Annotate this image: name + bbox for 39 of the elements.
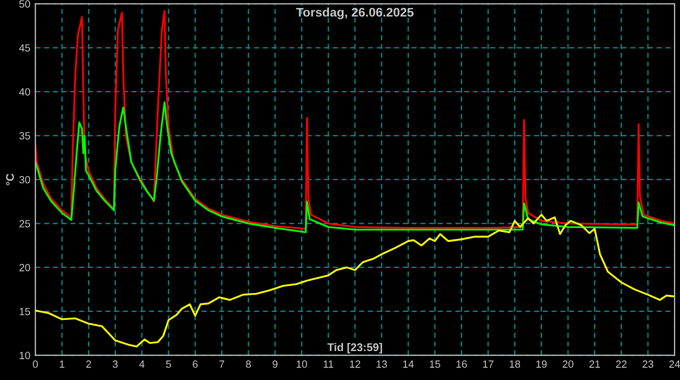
line-series bbox=[35, 101, 675, 234]
line-series bbox=[35, 10, 675, 230]
x-tick-label: 11 bbox=[324, 360, 334, 368]
x-tick-label: 10 bbox=[296, 360, 308, 368]
x-tick-label: 23 bbox=[642, 360, 654, 368]
x-tick-label: 19 bbox=[536, 360, 547, 368]
y-tick-label: 30 bbox=[19, 176, 30, 184]
x-tick-label: 4 bbox=[139, 360, 144, 368]
x-tick-label: 16 bbox=[456, 360, 467, 368]
x-tick-label: 21 bbox=[589, 360, 600, 368]
x-tick-label: 15 bbox=[430, 360, 440, 368]
x-tick-label: 5 bbox=[166, 360, 171, 368]
x-tick-label: 18 bbox=[510, 360, 520, 368]
y-tick-label: 20 bbox=[19, 264, 30, 272]
x-tick-label: 7 bbox=[219, 360, 224, 368]
x-tick-label: 20 bbox=[562, 360, 574, 368]
x-tick-label: 1 bbox=[60, 360, 64, 368]
x-tick-label: 24 bbox=[669, 360, 680, 368]
y-tick-label: 40 bbox=[19, 88, 30, 96]
x-tick-label: 14 bbox=[403, 360, 414, 368]
x-tick-label: 13 bbox=[376, 360, 387, 368]
x-tick-label: 0 bbox=[32, 360, 38, 368]
chart-title: Torsdag, 26.06.2025 bbox=[296, 8, 414, 20]
x-tick-label: 3 bbox=[112, 360, 118, 368]
x-tick-label: 9 bbox=[272, 360, 278, 368]
x-axis-title: Tid [23:59] bbox=[327, 342, 382, 354]
x-tick-label: 22 bbox=[616, 360, 627, 368]
y-axis-title: °C bbox=[6, 174, 14, 186]
y-tick-label: 15 bbox=[20, 308, 30, 316]
x-tick-label: 6 bbox=[192, 360, 198, 368]
y-tick-label: 45 bbox=[19, 44, 30, 52]
y-tick-label: 25 bbox=[19, 220, 30, 228]
x-tick-label: 17 bbox=[483, 360, 494, 368]
y-tick-label: 10 bbox=[20, 352, 30, 360]
x-tick-label: 12 bbox=[350, 360, 360, 368]
y-tick-label: 50 bbox=[19, 0, 30, 8]
y-tick-label: 35 bbox=[19, 132, 30, 140]
x-tick-label: 2 bbox=[86, 360, 91, 368]
x-tick-label: 8 bbox=[246, 360, 251, 368]
